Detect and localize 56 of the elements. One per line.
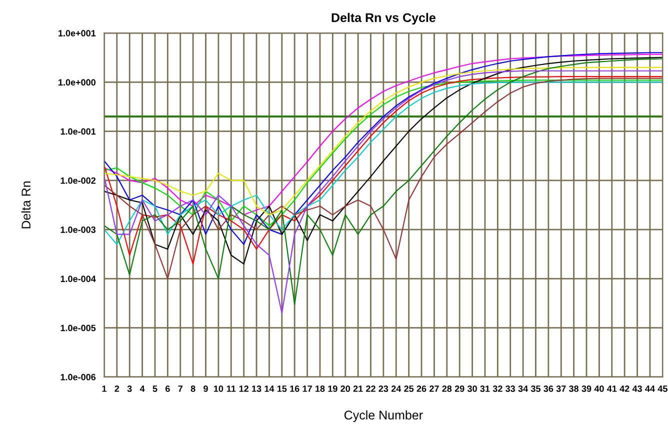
x-tick-label: 34 bbox=[518, 386, 528, 392]
x-tick-label: 26 bbox=[416, 386, 426, 392]
y-tick-label: 1.0e-003 bbox=[60, 226, 96, 233]
x-tick-label: 36 bbox=[544, 386, 554, 392]
x-tick-label: 19 bbox=[328, 386, 338, 392]
x-tick-label: 37 bbox=[556, 386, 566, 392]
x-tick-label: 31 bbox=[480, 386, 490, 392]
x-tick-label: 29 bbox=[454, 386, 464, 392]
x-tick-label: 28 bbox=[442, 386, 452, 392]
x-tick-label: 40 bbox=[594, 386, 604, 392]
x-tick-label: 6 bbox=[165, 386, 170, 392]
x-tick-label: 42 bbox=[620, 386, 630, 392]
x-tick-label: 15 bbox=[277, 386, 287, 392]
chart-title: Delta Rn vs Cycle bbox=[332, 12, 436, 25]
x-tick-label: 2 bbox=[114, 386, 120, 392]
y-tick-label: 1.0e-001 bbox=[60, 128, 96, 135]
y-tick-label: 1.0e-005 bbox=[60, 324, 96, 332]
y-tick-label: 1.0e-004 bbox=[60, 276, 96, 282]
x-tick-label: 13 bbox=[252, 386, 262, 392]
x-tick-label: 14 bbox=[264, 386, 274, 392]
x-tick-label: 38 bbox=[569, 386, 579, 392]
y-tick-label: 1.0e+000 bbox=[58, 79, 96, 86]
x-tick-label: 27 bbox=[429, 386, 439, 392]
x-tick-label: 20 bbox=[340, 386, 350, 392]
x-tick-label: 22 bbox=[366, 386, 376, 392]
x-tick-label: 45 bbox=[658, 386, 668, 392]
x-tick-label: 39 bbox=[582, 386, 592, 392]
x-tick-label: 25 bbox=[404, 386, 414, 392]
y-tick-label: 1.0e-006 bbox=[60, 374, 96, 380]
y-axis-title: Delta Rn bbox=[21, 182, 30, 228]
x-tick-label: 7 bbox=[178, 386, 182, 392]
x-tick-label: 18 bbox=[316, 386, 325, 392]
x-tick-label: 32 bbox=[492, 386, 502, 392]
x-tick-label: 11 bbox=[226, 386, 236, 392]
x-axis-title: Cycle Number bbox=[344, 410, 423, 422]
x-tick-label: 35 bbox=[530, 386, 541, 392]
y-tick-label: 1.0e+001 bbox=[58, 30, 96, 36]
x-tick-label: 23 bbox=[378, 386, 388, 392]
x-tick-label: 41 bbox=[607, 386, 617, 392]
x-tick-label: 10 bbox=[214, 386, 224, 392]
x-tick-label: 9 bbox=[204, 386, 208, 392]
x-tick-label: 12 bbox=[239, 386, 248, 392]
x-tick-label: 17 bbox=[302, 386, 312, 392]
x-tick-label: 30 bbox=[467, 386, 477, 392]
x-tick-label: 5 bbox=[152, 386, 158, 392]
x-tick-label: 43 bbox=[632, 386, 642, 392]
x-tick-label: 1 bbox=[102, 386, 106, 392]
x-tick-label: 21 bbox=[353, 386, 363, 392]
x-tick-label: 24 bbox=[391, 386, 402, 392]
y-tick-label: 1.0e-002 bbox=[60, 177, 96, 184]
x-tick-label: 33 bbox=[506, 386, 516, 392]
x-tick-label: 44 bbox=[645, 386, 655, 392]
x-tick-label: 16 bbox=[290, 386, 300, 392]
x-tick-label: 3 bbox=[127, 386, 132, 392]
x-tick-label: 8 bbox=[190, 386, 196, 392]
x-tick-label: 4 bbox=[140, 386, 145, 392]
